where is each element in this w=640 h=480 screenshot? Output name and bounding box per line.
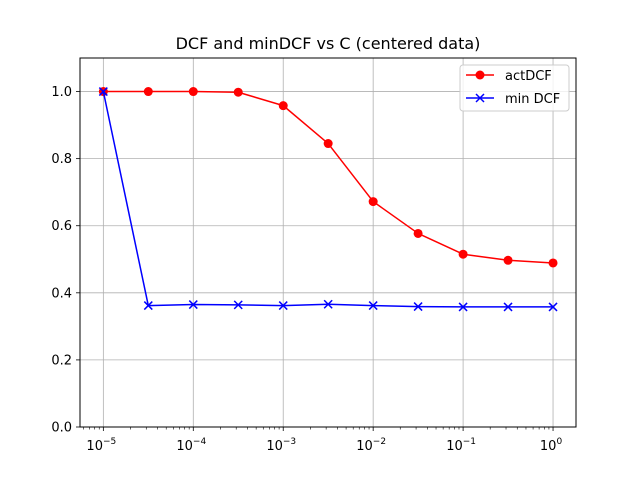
legend-marker-actdcf [475, 70, 485, 80]
data-point-actdcf [548, 258, 558, 268]
data-point-actdcf [368, 197, 378, 207]
data-point-min-dcf [458, 302, 468, 312]
y-tick-label: 0.0 [51, 421, 72, 436]
chart-title: DCF and minDCF vs C (centered data) [176, 34, 481, 53]
data-point-actdcf [458, 249, 468, 259]
data-point-min-dcf [188, 300, 198, 310]
data-point-actdcf [413, 228, 423, 238]
data-point-actdcf [233, 87, 243, 97]
y-tick-label: 0.8 [51, 152, 72, 167]
data-point-min-dcf [278, 301, 288, 311]
x-tick-label: 100 [540, 437, 563, 454]
x-tick-label: 10−3 [266, 437, 296, 454]
axis-ticks: 10−5 10−4 10−3 10−2 10−1 100 0.0 0.2 0.4 0.6 0.8 1.… [51, 85, 562, 454]
data-point-actdcf [323, 139, 333, 149]
legend-marker-mindcf [475, 93, 485, 103]
y-tick-label: 0.2 [51, 353, 72, 368]
data-point-min-dcf [143, 301, 153, 311]
legend-label-mindcf: min DCF [505, 92, 560, 107]
plot-frame [79, 57, 577, 428]
data-point-min-dcf [368, 301, 378, 311]
data-point-min-dcf [98, 87, 108, 97]
y-tick-label: 0.4 [51, 286, 72, 301]
data-point-min-dcf [323, 299, 333, 309]
data-point-actdcf [503, 255, 513, 265]
x-tick-label: 10−1 [446, 437, 476, 454]
x-tick-label: 10−5 [86, 437, 116, 454]
legend: actDCF min DCF [459, 64, 570, 112]
series-layer [98, 87, 558, 312]
y-tick-label: 0.6 [51, 219, 72, 234]
y-tick-label: 1.0 [51, 85, 72, 100]
x-tick-label: 10−2 [356, 437, 386, 454]
legend-label-actdcf: actDCF [505, 69, 552, 84]
x-tick-label: 10−4 [176, 437, 206, 454]
data-point-actdcf [278, 101, 288, 111]
data-point-min-dcf [503, 302, 513, 312]
data-point-min-dcf [413, 302, 423, 312]
data-point-min-dcf [233, 300, 243, 310]
grid [80, 58, 576, 428]
legend-box [459, 64, 570, 112]
data-point-actdcf [188, 87, 198, 97]
data-point-actdcf [143, 87, 153, 97]
data-point-min-dcf [548, 302, 558, 312]
